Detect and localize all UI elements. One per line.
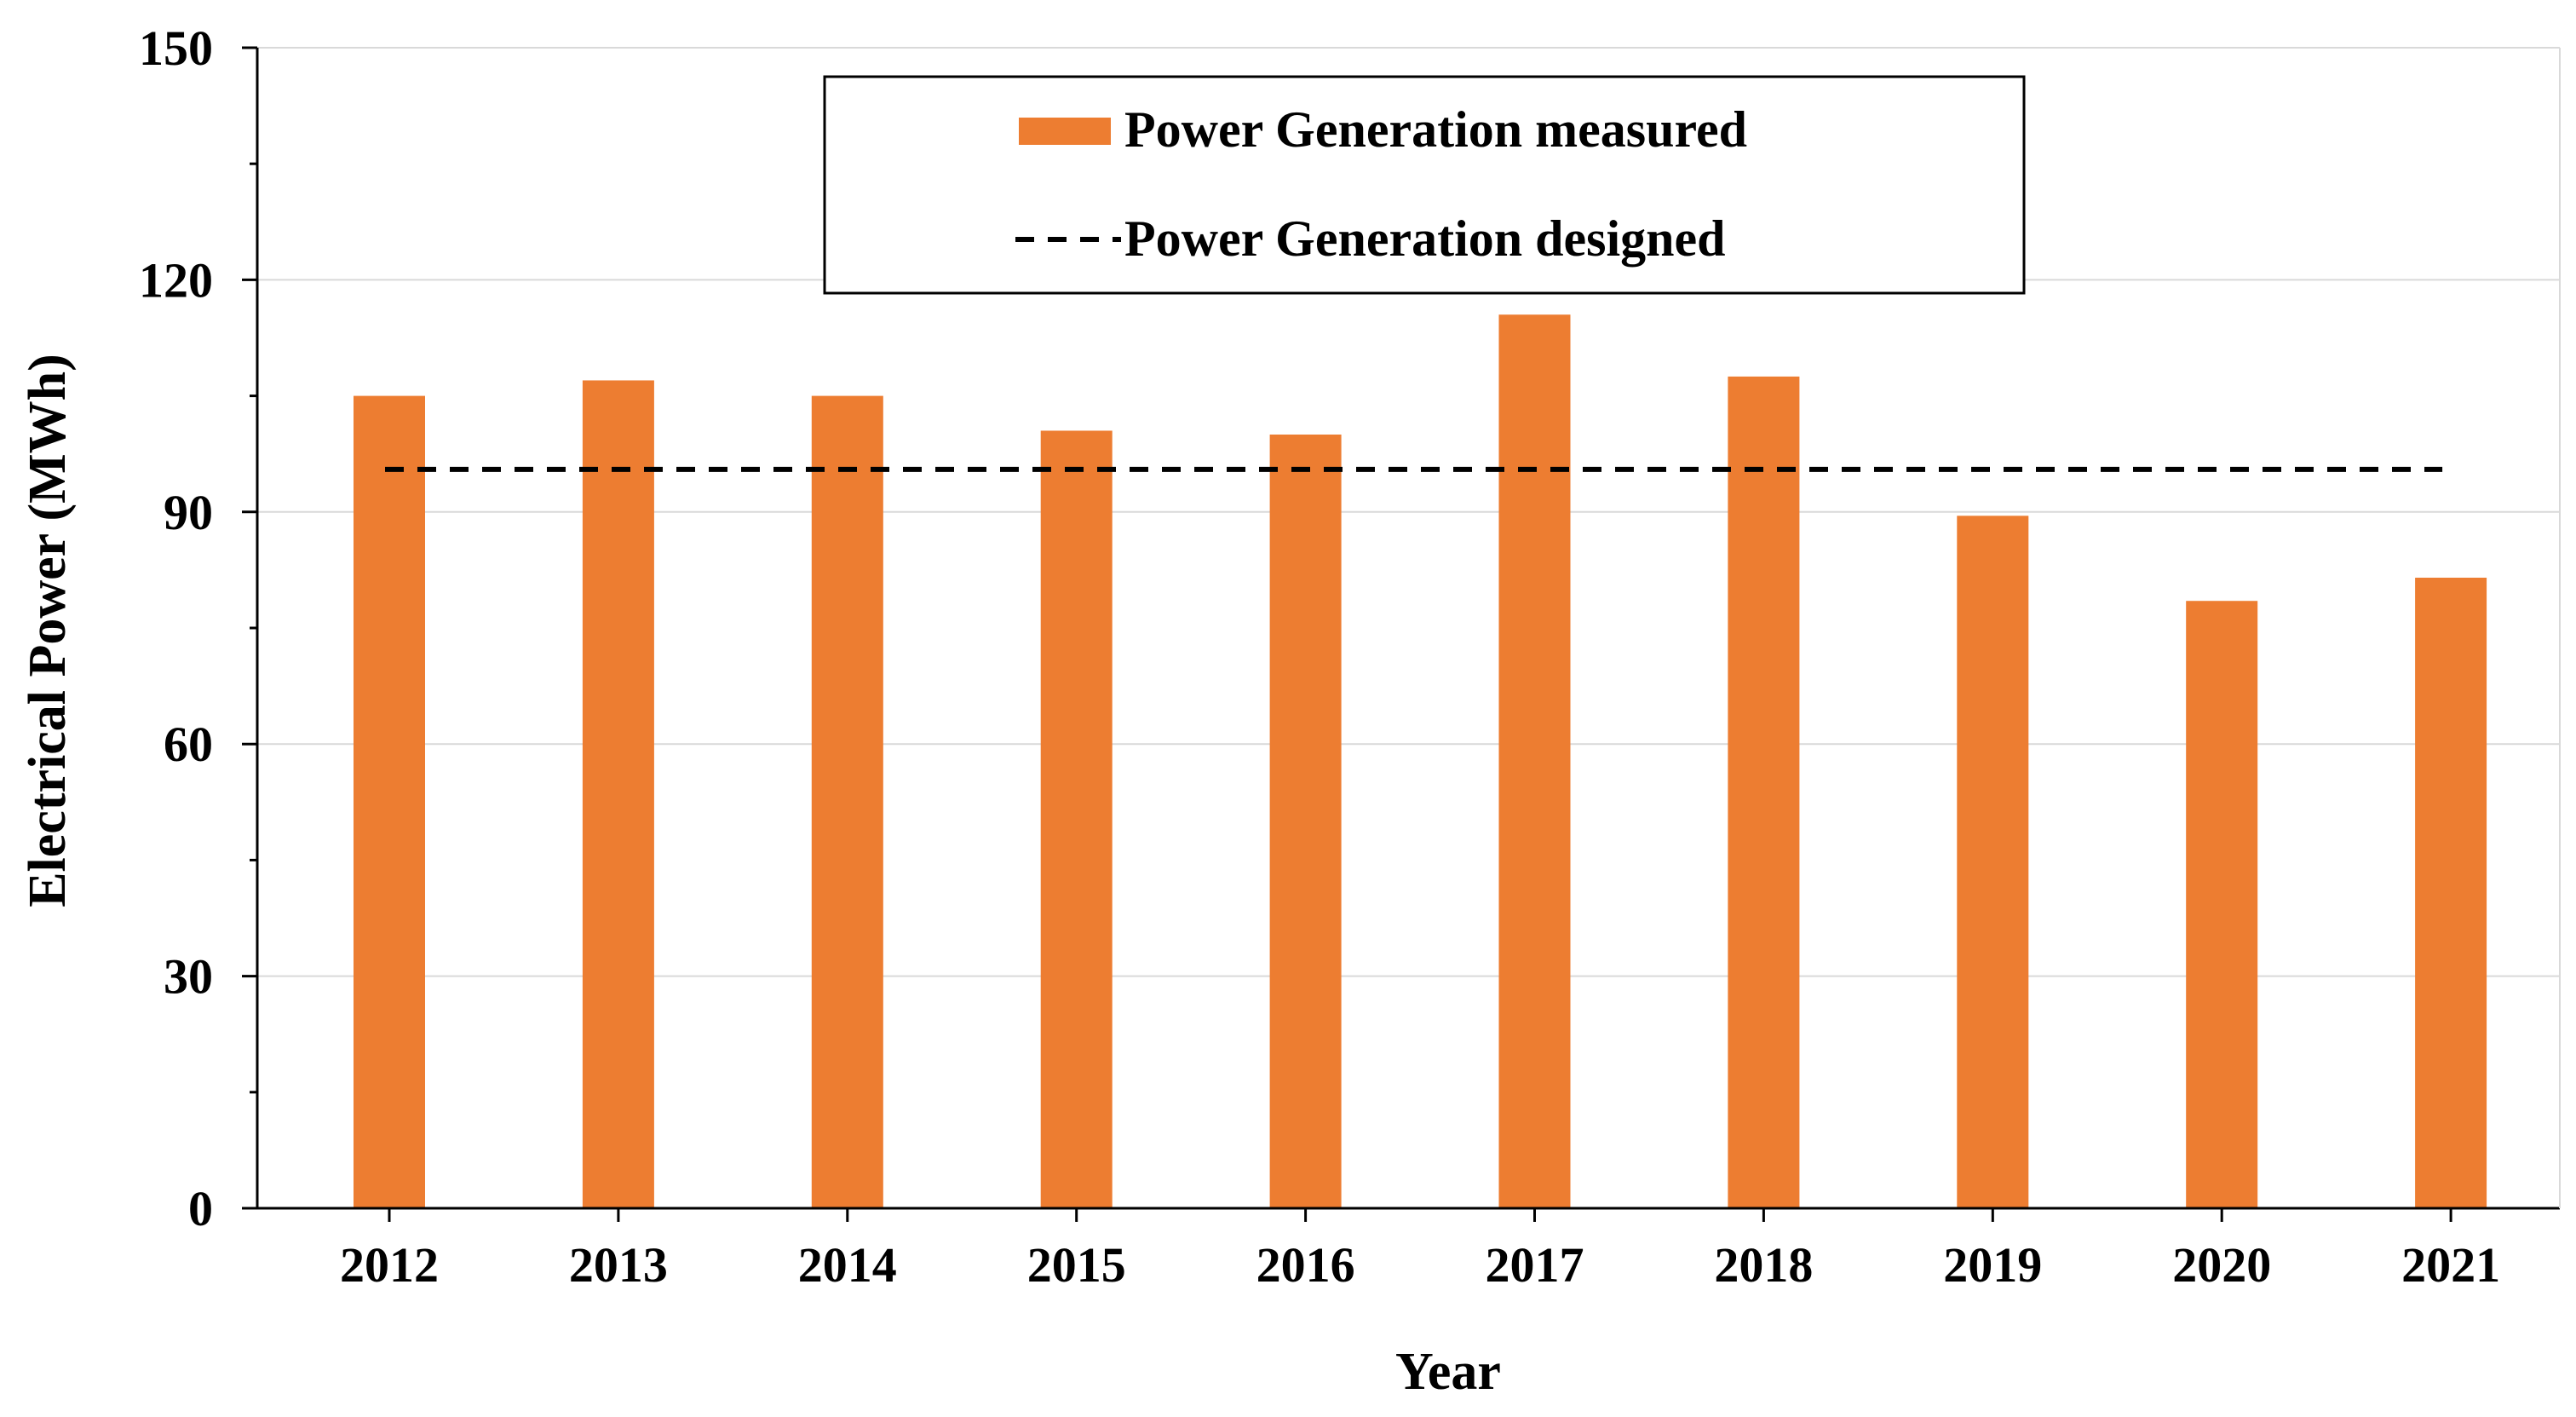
x-axis-title: Year [1395, 1343, 1501, 1401]
legend-box [823, 75, 2026, 295]
ticks-layer: 0 30 60 90 120 150 2012 2013 2014 2015 2016 2017 201… [139, 20, 2500, 1293]
x-tick-label: 2014 [798, 1237, 897, 1293]
x-tick-label: 2015 [1027, 1237, 1126, 1293]
bars-layer [354, 314, 2487, 1209]
bar-2015 [1040, 430, 1113, 1209]
x-tick-label: 2021 [2401, 1237, 2500, 1293]
bar-2021 [2415, 577, 2487, 1208]
legend-label-measured: Power Generation measured [1124, 101, 1747, 158]
bar-2013 [582, 380, 654, 1208]
bar-2019 [1957, 516, 2029, 1208]
x-tick-label: 2012 [340, 1237, 439, 1293]
y-tick-label: 90 [164, 485, 213, 540]
y-tick-label: 60 [164, 717, 213, 772]
legend: Power Generation measured Power Generati… [823, 75, 2026, 295]
legend-label-designed: Power Generation designed [1124, 210, 1726, 267]
y-tick-label: 0 [188, 1181, 213, 1236]
bar-2017 [1498, 314, 1571, 1208]
y-axis-title: Electrical Power (MWh) [19, 354, 77, 907]
bar-2012 [354, 395, 425, 1209]
bar-2018 [1728, 376, 1800, 1208]
y-tick-label: 30 [164, 949, 213, 1005]
bar-2014 [811, 395, 883, 1209]
x-tick-label: 2013 [569, 1237, 668, 1293]
x-tick-label: 2017 [1486, 1237, 1584, 1293]
x-tick-label: 2018 [1714, 1237, 1813, 1293]
legend-swatch-measured [1019, 118, 1111, 145]
x-tick-label: 2016 [1256, 1237, 1355, 1293]
bar-2016 [1269, 435, 1342, 1208]
x-tick-label: 2019 [1943, 1237, 2042, 1293]
y-tick-label: 120 [139, 252, 213, 308]
y-tick-label: 150 [139, 20, 213, 76]
x-tick-label: 2020 [2172, 1237, 2271, 1293]
bar-2020 [2186, 601, 2258, 1208]
